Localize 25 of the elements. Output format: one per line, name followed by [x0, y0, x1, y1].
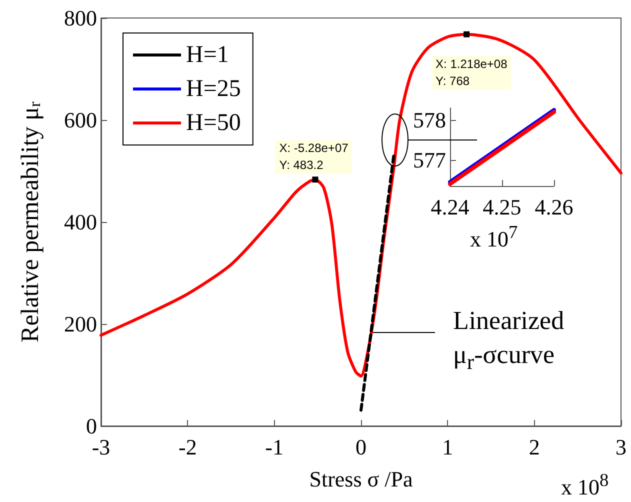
x-tick-label: 4.26 [534, 194, 574, 220]
annotation: X: 1.218e+08 Y: 768 [432, 56, 512, 90]
x-tick-label: -2 [178, 434, 197, 460]
y-tick-label: 400 [64, 210, 97, 234]
y-tick-label: 578 [413, 108, 446, 132]
legend-label: H=50 [186, 110, 241, 136]
x-tick-label: 2 [528, 434, 540, 460]
annotation: x 10$^{7}$ [470, 222, 518, 252]
x-tick-label: 0 [356, 434, 366, 460]
y-axis-title: Relative permeability μr [17, 100, 44, 342]
y-tick-label: 200 [64, 312, 97, 336]
annotation: X: -5.28e+07 Y: 483.2 [275, 140, 352, 174]
y-tick-label: 800 [64, 6, 97, 30]
y-tick-label: 600 [64, 108, 97, 132]
x-axis-title: Stress σ /Pa [309, 466, 413, 492]
x-tick-label: 4.24 [430, 194, 470, 220]
x-tick-label: 3 [616, 434, 626, 460]
text: x 10$^{8}$ [561, 470, 609, 500]
legend-label: H=25 [186, 76, 241, 102]
x-tick-label: 1 [442, 434, 454, 460]
y-tick-label: 577 [413, 148, 446, 172]
x-tick-label: -1 [265, 434, 284, 460]
x-tick-label: 4.25 [482, 194, 522, 220]
legend-label: H=1 [186, 42, 229, 68]
annotation: Linearized μ$_{r}$-σcurve [452, 305, 564, 376]
